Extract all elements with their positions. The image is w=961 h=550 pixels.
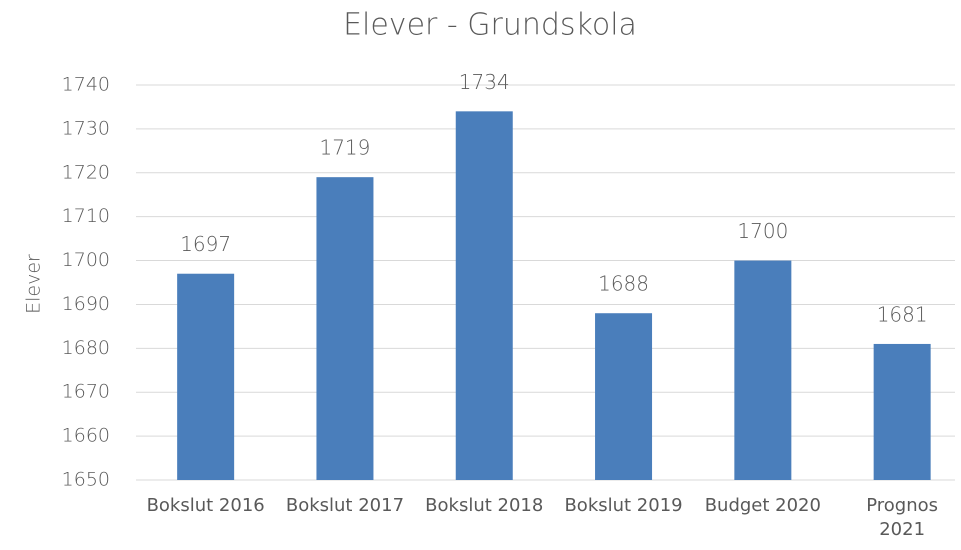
y-tick-label: 1650 [62,469,110,491]
y-tick-label: 1660 [62,425,110,447]
data-label: 1697 [180,232,231,256]
data-label: 1719 [319,136,370,160]
y-tick-label: 1680 [62,337,110,359]
y-tick-label: 1670 [62,381,110,403]
y-tick-label: 1720 [62,161,110,183]
y-axis-title: Elever [23,254,45,314]
y-tick-label: 1700 [62,249,110,271]
data-label: 1734 [459,70,510,94]
data-label: 1681 [877,302,928,326]
bar [455,111,513,480]
y-tick-label: 1740 [62,74,110,96]
bar [873,343,931,480]
bar [734,260,792,480]
data-label: 1688 [598,272,649,296]
bar [595,313,653,480]
y-tick-label: 1730 [62,117,110,139]
x-tick-label: Prognos 2021 [866,495,939,540]
x-tick-label: Bokslut 2019 [564,495,683,516]
bar [177,273,235,480]
x-tick-label: Bokslut 2018 [425,495,544,516]
data-label: 1700 [737,219,788,243]
bar [316,177,374,480]
chart-title: Elever - Grundskola [343,8,637,43]
x-tick-label: Bokslut 2016 [146,495,265,516]
y-tick-label: 1690 [62,293,110,315]
y-tick-label: 1710 [62,205,110,227]
x-tick-label: Bokslut 2017 [285,495,405,516]
x-tick-label: Budget 2020 [704,495,821,516]
